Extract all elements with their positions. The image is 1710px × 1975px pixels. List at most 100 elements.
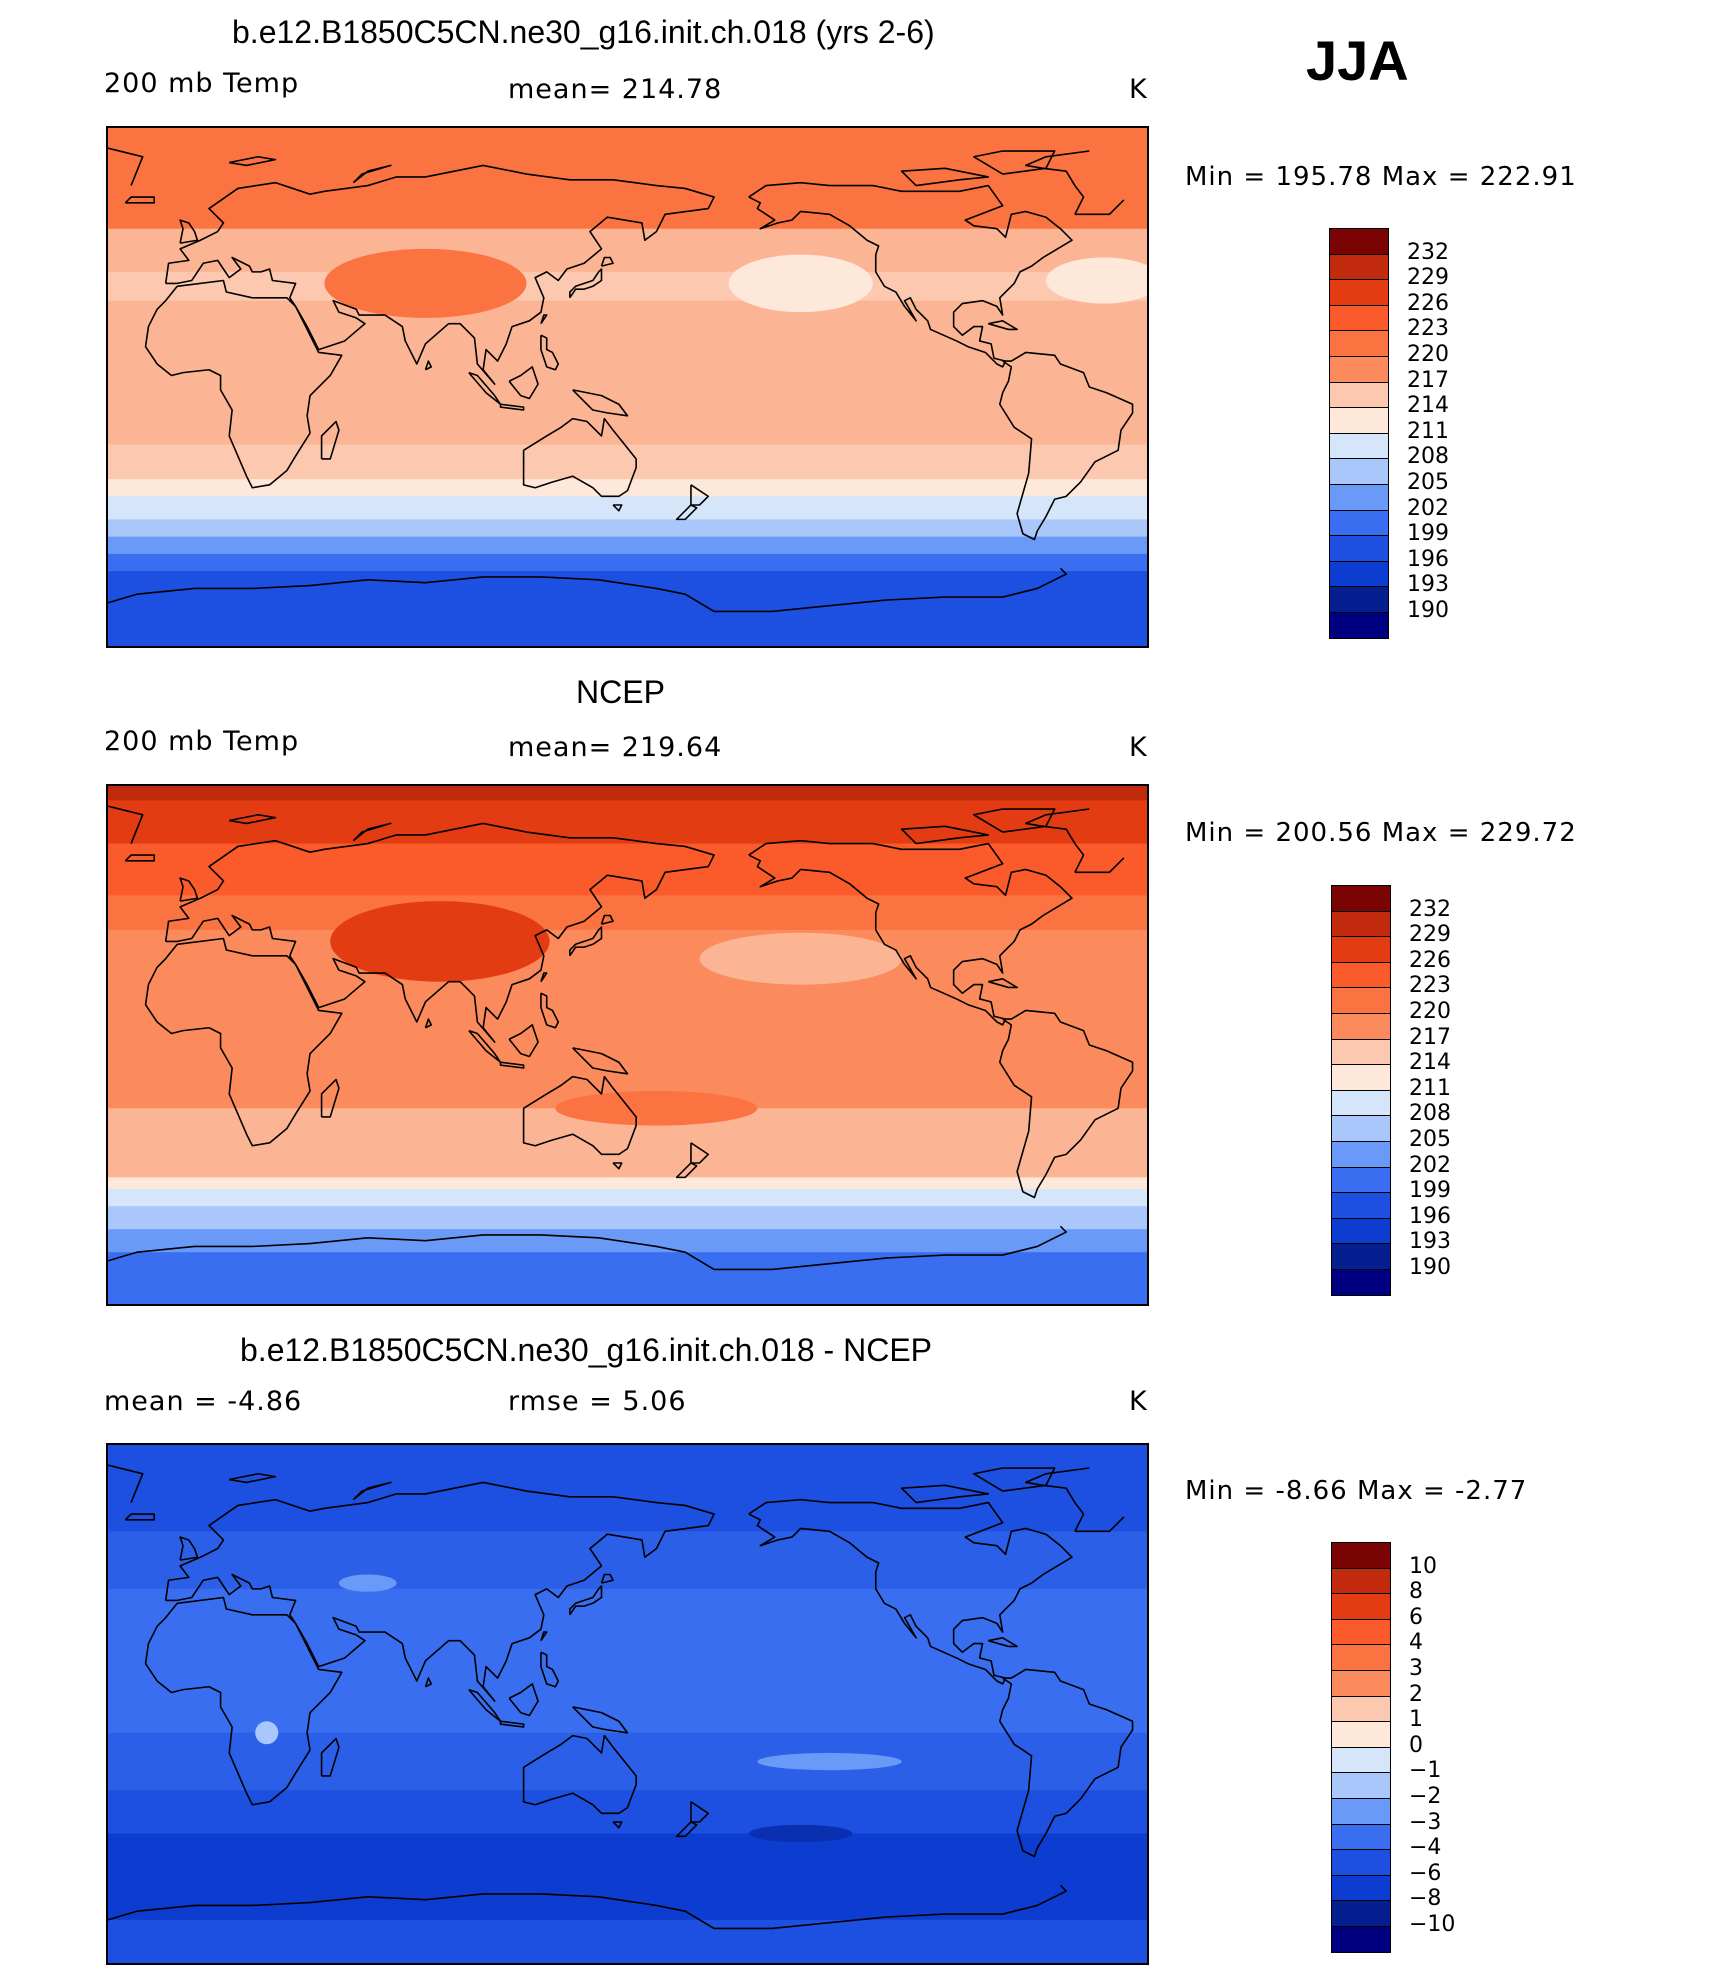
contour-region: [555, 1091, 758, 1126]
season-label: JJA: [1306, 29, 1409, 92]
coastline: [144, 1596, 343, 1806]
coastline: [675, 504, 698, 521]
coastline: [468, 1029, 502, 1064]
colorbar-swatch: [1331, 1243, 1391, 1270]
coastline: [612, 504, 623, 512]
coastline: [522, 1075, 637, 1156]
contour-band: [108, 444, 1147, 481]
colorbar-tick-label: 199: [1407, 521, 1449, 547]
panel-minmax-model: Min = 195.78 Max = 222.91: [1185, 162, 1577, 192]
colorbar-swatch: [1331, 1217, 1391, 1245]
coastline: [508, 366, 539, 400]
coastline: [748, 839, 1073, 1026]
contour-band: [108, 1531, 1147, 1590]
coastline: [600, 1573, 614, 1584]
colorbar-swatch: [1331, 936, 1391, 963]
coastline: [973, 808, 1056, 833]
colorbar-tick-label: −2: [1409, 1784, 1442, 1809]
colorbar-swatch: [1329, 253, 1389, 281]
coastline: [998, 351, 1134, 541]
colorbar-swatch: [1329, 535, 1389, 562]
colorbar-tick-label: 232: [1407, 239, 1449, 265]
coastline: [998, 1668, 1134, 1858]
coastline: [612, 1821, 623, 1829]
coastline: [675, 1821, 698, 1838]
coastline: [988, 1637, 1018, 1648]
contour-band: [108, 1206, 1147, 1231]
contour-region: [748, 1824, 853, 1843]
panel-left-label-obs: 200 mb Temp: [104, 726, 300, 757]
contour-band: [108, 1252, 1147, 1304]
colorbar-tick-label: 0: [1409, 1732, 1423, 1758]
contour-band: [108, 786, 1147, 802]
colorbar-swatch: [1331, 1089, 1391, 1117]
panel-title-diff: b.e12.B1850C5CN.ne30_g16.init.ch.018 - N…: [240, 1332, 932, 1368]
colorbar-swatch: [1329, 228, 1389, 255]
contour-band: [108, 895, 1147, 931]
colorbar-swatch: [1329, 586, 1389, 613]
coastline: [690, 1142, 710, 1164]
coastline: [540, 972, 548, 983]
panel-minmax-obs: Min = 200.56 Max = 229.72: [1185, 818, 1577, 848]
colorbar-tick-label: 199: [1409, 1178, 1451, 1204]
contour-band: [108, 1229, 1147, 1254]
colorbar-swatch: [1331, 1141, 1391, 1168]
colorbar-tick-label: 211: [1407, 418, 1449, 444]
panel-minmax-diff: Min = -8.66 Max = -2.77: [1185, 1476, 1528, 1506]
colorbar-swatch: [1331, 1644, 1391, 1671]
colorbar-tick-label: 196: [1409, 1203, 1451, 1229]
contour-region: [330, 901, 550, 982]
coastline: [229, 155, 277, 167]
coastline: [572, 1047, 629, 1075]
coastline: [600, 914, 614, 925]
colorbar-swatch: [1329, 304, 1389, 332]
colorbar-swatch: [1329, 560, 1389, 588]
colorbar-swatch: [1329, 484, 1389, 511]
coastline: [900, 1484, 990, 1504]
coastline: [499, 403, 525, 411]
coastline: [320, 1737, 340, 1777]
colorbar-swatch: [1331, 1064, 1391, 1091]
coastline: [108, 1234, 715, 1271]
coastline: [179, 219, 199, 244]
colorbar-tick-label: 211: [1409, 1075, 1451, 1101]
coastline: [508, 1024, 539, 1058]
colorbar-swatch: [1329, 612, 1389, 639]
panel-mean-obs: mean= 219.64: [508, 732, 723, 763]
colorbar-tick-label: 217: [1409, 1024, 1451, 1050]
colorbar-swatch: [1331, 1926, 1391, 1953]
contour-band: [108, 1588, 1147, 1734]
colorbar-tick-label: 10: [1409, 1553, 1437, 1579]
colorbar-swatch: [1331, 1013, 1391, 1040]
colorbar-tick-label: −8: [1409, 1886, 1442, 1912]
colorbar-tick-label: 232: [1409, 896, 1451, 922]
colorbar-swatch: [1329, 432, 1389, 460]
colorbar-tick-label: 4: [1409, 1630, 1423, 1656]
coastline: [988, 320, 1018, 331]
colorbar-tick-label: 202: [1409, 1152, 1451, 1178]
colorbar-tick-label: 196: [1407, 546, 1449, 572]
colorbar-swatch: [1331, 1166, 1391, 1194]
colorbar-swatch: [1331, 1038, 1391, 1066]
coastline: [108, 576, 715, 613]
colorbar-swatch: [1329, 279, 1389, 306]
colorbar-swatch: [1331, 1593, 1391, 1620]
colorbar-tick-label: 223: [1407, 316, 1449, 342]
colorbar-tick-label: −6: [1409, 1860, 1442, 1886]
coastline: [229, 1472, 277, 1484]
colorbar-tick-label: −3: [1409, 1809, 1442, 1835]
colorbar-tick-label: 190: [1407, 598, 1449, 623]
coastline: [748, 181, 1073, 368]
contour-band: [108, 358, 1147, 446]
colorbar-swatch: [1331, 1721, 1391, 1748]
contour-band: [108, 553, 1147, 573]
panel-units-model: K: [1129, 74, 1148, 105]
colorbar-tick-label: 223: [1409, 973, 1451, 999]
map-obs: [106, 784, 1149, 1306]
colorbar-swatch: [1331, 1618, 1391, 1646]
coastline: [468, 1688, 502, 1723]
contour-band: [108, 519, 1147, 538]
colorbar-swatch: [1329, 356, 1389, 383]
coastline: [179, 877, 199, 902]
colorbar-swatch: [1331, 1567, 1391, 1595]
